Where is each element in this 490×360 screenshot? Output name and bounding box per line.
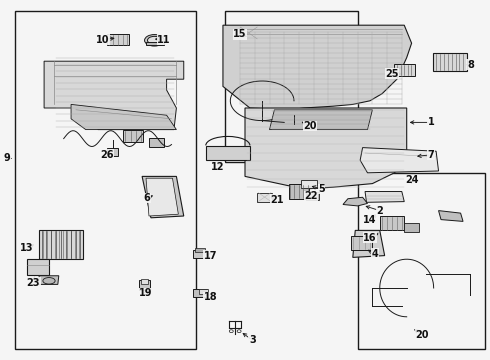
Text: 1: 1 — [428, 117, 435, 127]
Bar — [358, 173, 485, 349]
Polygon shape — [223, 25, 412, 110]
Polygon shape — [270, 110, 372, 130]
Text: 20: 20 — [416, 330, 429, 340]
Bar — [123, 130, 143, 142]
Polygon shape — [228, 40, 289, 81]
Text: 8: 8 — [467, 60, 474, 70]
Bar — [195, 248, 205, 252]
Ellipse shape — [145, 35, 164, 46]
Text: 23: 23 — [26, 278, 40, 288]
Bar — [15, 11, 196, 349]
Text: 5: 5 — [318, 184, 325, 194]
Bar — [301, 180, 317, 188]
Bar — [39, 230, 83, 259]
Bar — [394, 64, 415, 76]
Text: 26: 26 — [100, 150, 114, 160]
Polygon shape — [142, 176, 184, 218]
Ellipse shape — [237, 330, 241, 333]
Text: 22: 22 — [304, 191, 318, 201]
Bar — [149, 138, 164, 147]
Text: 25: 25 — [385, 69, 399, 79]
Polygon shape — [44, 61, 184, 130]
Text: 20: 20 — [303, 121, 317, 131]
Polygon shape — [343, 197, 368, 206]
Text: 13: 13 — [20, 243, 34, 253]
Polygon shape — [146, 178, 178, 216]
Bar — [307, 192, 319, 200]
Ellipse shape — [229, 330, 233, 333]
Polygon shape — [245, 108, 407, 189]
Bar — [139, 280, 150, 290]
Text: 19: 19 — [139, 288, 153, 298]
Text: 3: 3 — [249, 335, 256, 345]
Polygon shape — [27, 259, 49, 275]
Text: 11: 11 — [157, 35, 171, 45]
Text: 24: 24 — [405, 175, 418, 185]
Polygon shape — [38, 276, 59, 284]
Bar — [404, 223, 419, 232]
Bar — [351, 236, 372, 250]
Text: 9: 9 — [4, 153, 11, 163]
Ellipse shape — [43, 278, 55, 284]
Text: 18: 18 — [204, 292, 218, 302]
Bar — [225, 11, 358, 162]
Text: 2: 2 — [376, 206, 383, 216]
Polygon shape — [360, 148, 439, 173]
Text: 21: 21 — [270, 195, 284, 205]
Bar — [193, 289, 207, 297]
Text: 4: 4 — [371, 249, 378, 259]
Bar — [146, 42, 164, 45]
Bar — [141, 279, 148, 284]
Text: 6: 6 — [144, 193, 150, 203]
Bar — [257, 193, 272, 202]
Bar — [289, 184, 309, 199]
Polygon shape — [71, 104, 176, 130]
Polygon shape — [439, 211, 463, 221]
Bar — [107, 34, 128, 45]
Ellipse shape — [147, 36, 161, 44]
Text: 17: 17 — [204, 251, 218, 261]
Bar — [380, 216, 404, 230]
Polygon shape — [235, 44, 274, 75]
Polygon shape — [299, 34, 318, 49]
Polygon shape — [353, 230, 385, 257]
Bar — [193, 250, 207, 258]
Text: 14: 14 — [363, 215, 377, 225]
Bar — [199, 289, 208, 294]
Text: 7: 7 — [428, 150, 435, 160]
Text: 10: 10 — [96, 35, 110, 45]
Text: 12: 12 — [211, 162, 225, 172]
Text: 16: 16 — [363, 233, 377, 243]
Bar — [433, 53, 467, 71]
Bar — [239, 27, 258, 39]
Polygon shape — [365, 192, 404, 202]
Bar — [107, 148, 118, 156]
Polygon shape — [206, 146, 250, 160]
Text: 15: 15 — [233, 29, 247, 39]
